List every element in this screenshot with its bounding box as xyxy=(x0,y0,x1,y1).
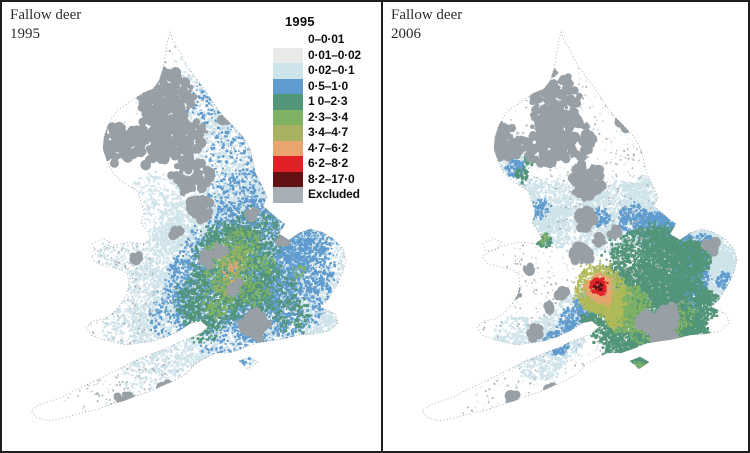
legend-label: 0·02–0·1 xyxy=(308,63,355,77)
legend: 1995 0–0·01 0·01–0·02 0·02–0·1 0·5–1·0 1 0–2… xyxy=(273,14,379,203)
panel-title-1995: Fallow deer 1995 xyxy=(10,6,81,44)
legend-label: 0·01–0·02 xyxy=(308,47,361,62)
panel-title-year: 1995 xyxy=(10,26,40,43)
legend-items: 0–0·01 0·01–0·02 0·02–0·1 0·5–1·0 1 0–2·3 2·3… xyxy=(273,32,379,203)
legend-row: 0·5–1·0 xyxy=(273,78,379,94)
legend-row: 1 0–2·3 xyxy=(273,94,379,110)
panel-divider xyxy=(381,2,383,451)
legend-label: Excluded xyxy=(308,187,360,201)
legend-swatch xyxy=(273,187,303,203)
legend-row: 0–0·01 xyxy=(273,32,379,48)
map-2006 xyxy=(383,2,748,451)
legend-label: 0–0·01 xyxy=(308,32,345,46)
legend-swatch xyxy=(273,171,303,187)
legend-swatch xyxy=(273,109,303,125)
legend-label: 6·2–8·2 xyxy=(308,156,348,170)
legend-swatch xyxy=(273,32,303,48)
legend-row: 6·2–8·2 xyxy=(273,156,379,172)
legend-swatch xyxy=(273,156,303,172)
legend-label: 8·2–17·0 xyxy=(308,171,355,186)
legend-swatch xyxy=(273,125,303,141)
legend-label: 1 0–2·3 xyxy=(308,94,348,108)
legend-row: 4·7–6·2 xyxy=(273,140,379,156)
legend-row: 8·2–17·0 xyxy=(273,171,379,187)
legend-label: 2·3–3·4 xyxy=(308,109,348,124)
legend-swatch xyxy=(273,47,303,63)
panel-title-year: 2006 xyxy=(391,26,421,43)
legend-row: 0·01–0·02 xyxy=(273,47,379,63)
legend-swatch xyxy=(273,94,303,110)
legend-label: 3·4–4·7 xyxy=(308,125,348,139)
legend-label: 4·7–6·2 xyxy=(308,140,348,155)
panel-1995: Fallow deer 1995 1995 0–0·01 0·01–0·02 0·0… xyxy=(2,2,381,451)
panel-title-species: Fallow deer xyxy=(10,7,82,23)
legend-swatch xyxy=(273,63,303,79)
legend-swatch xyxy=(273,140,303,156)
legend-title: 1995 xyxy=(285,14,315,29)
panel-2006: Fallow deer 2006 xyxy=(383,2,748,451)
legend-swatch xyxy=(273,78,303,94)
legend-row: 2·3–3·4 xyxy=(273,109,379,125)
panel-title-species: Fallow deer xyxy=(391,7,463,23)
legend-row: Excluded xyxy=(273,187,379,203)
legend-row: 0·02–0·1 xyxy=(273,63,379,79)
panel-title-2006: Fallow deer 2006 xyxy=(391,6,462,44)
legend-label: 0·5–1·0 xyxy=(308,78,348,93)
legend-row: 3·4–4·7 xyxy=(273,125,379,141)
